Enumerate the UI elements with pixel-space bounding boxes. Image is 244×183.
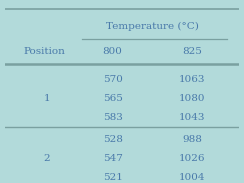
Text: 1043: 1043 — [179, 113, 205, 122]
Text: 583: 583 — [103, 113, 122, 122]
Text: 988: 988 — [182, 135, 202, 145]
Text: 800: 800 — [103, 47, 122, 57]
Text: 1026: 1026 — [179, 154, 205, 163]
Text: 1004: 1004 — [179, 173, 205, 182]
Text: 528: 528 — [103, 135, 122, 145]
Text: 2: 2 — [44, 154, 50, 163]
Text: 570: 570 — [103, 75, 122, 84]
Text: 825: 825 — [182, 47, 202, 57]
Text: 1080: 1080 — [179, 94, 205, 103]
Text: Position: Position — [24, 47, 65, 57]
Text: Temperature (°C): Temperature (°C) — [106, 22, 199, 31]
Text: 565: 565 — [103, 94, 122, 103]
Text: 1: 1 — [44, 94, 50, 103]
Text: 547: 547 — [103, 154, 122, 163]
Text: 521: 521 — [103, 173, 122, 182]
Text: 1063: 1063 — [179, 75, 205, 84]
